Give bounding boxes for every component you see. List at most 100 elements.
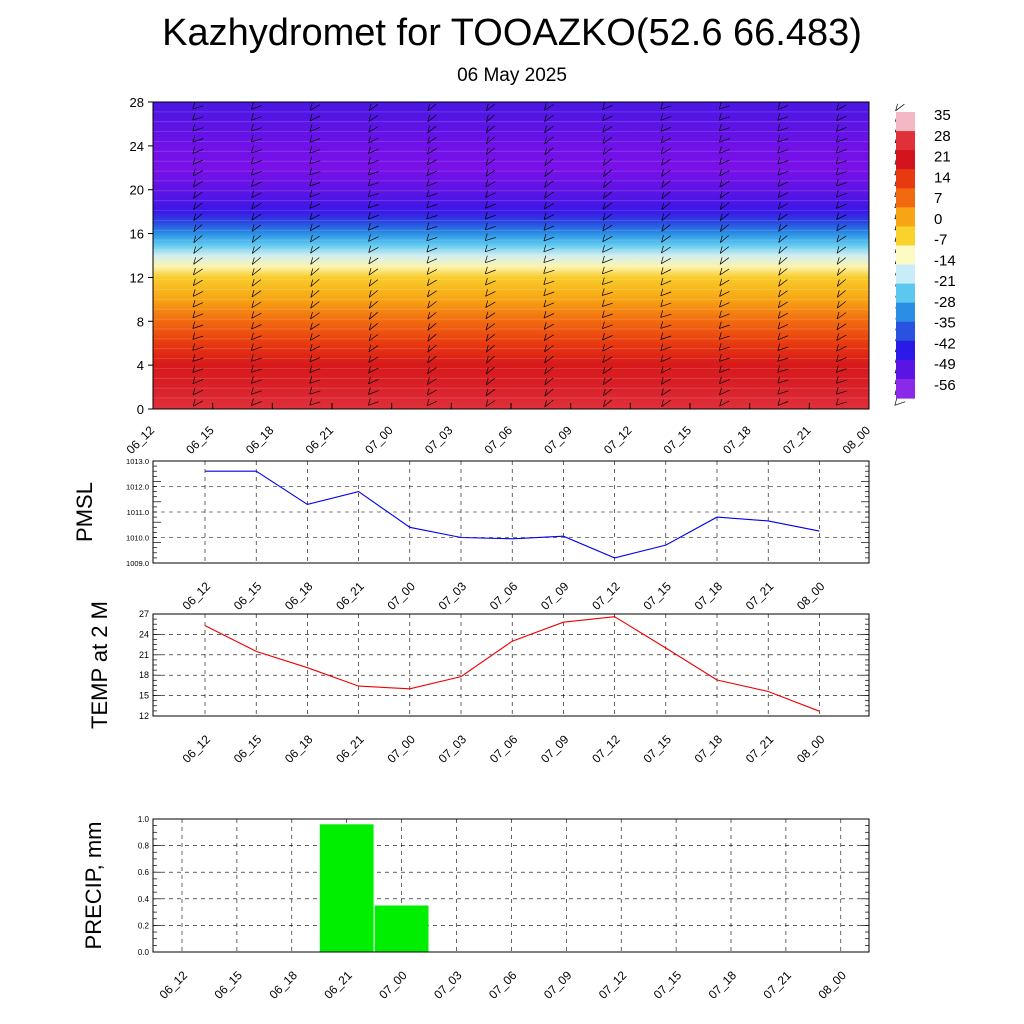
wind-barb-flag (544, 378, 548, 386)
wind-barb-flag (660, 146, 664, 155)
wind-barb-staff (836, 182, 847, 187)
y-axis-label: PMSL (72, 482, 97, 542)
wind-barb-flag (310, 268, 314, 276)
wind-barb-staff (719, 313, 730, 319)
wind-barb-staff (193, 246, 203, 254)
wind-barb-flag (485, 190, 488, 198)
wind-barb-flag (368, 301, 372, 309)
wind-barb-flag (367, 200, 371, 208)
wind-barb-staff (602, 147, 613, 155)
colorbar-swatch (896, 207, 915, 227)
wind-barb-staff (660, 105, 672, 110)
wind-barb-flag (543, 212, 547, 220)
wind-barb-staff (719, 400, 730, 407)
wind-barb-flag (778, 257, 782, 265)
x-tick-label: 06_18 (243, 423, 277, 457)
wind-barb-staff (309, 138, 321, 143)
wind-barb-staff (719, 324, 730, 329)
wind-barb-flag (309, 156, 313, 164)
wind-barb-flag (368, 223, 371, 231)
wind-barb-staff (837, 279, 846, 287)
wind-barb-staff (426, 204, 438, 209)
wind-barb-flag (484, 233, 488, 241)
wind-barb-staff (778, 235, 788, 243)
wind-barb-flag (544, 158, 548, 166)
wind-barb-staff (720, 235, 729, 243)
wind-barb-staff (777, 192, 789, 199)
wind-barb-staff (368, 257, 379, 265)
wind-barb-staff (309, 390, 321, 395)
wind-barb-flag (836, 113, 839, 121)
wind-barb-flag (192, 387, 196, 395)
colorbar-label: 0 (934, 211, 942, 228)
wind-barb-flag (602, 169, 606, 177)
wind-barb-flag (368, 333, 372, 342)
y-tick-label: 21 (139, 650, 149, 660)
wind-barb-staff (368, 334, 379, 342)
x-tick-label: 07_18 (692, 732, 726, 766)
wind-barb-staff (192, 138, 204, 143)
wind-barb-flag (367, 189, 371, 197)
wind-barb-staff (719, 257, 730, 265)
wind-barb-flag (250, 157, 254, 165)
wind-barb-flag (427, 125, 430, 133)
wind-barb-flag (251, 246, 255, 254)
colorbar-swatch (896, 340, 915, 361)
wind-barb-staff (836, 257, 847, 265)
y-tick-label: 1013.0 (126, 457, 149, 466)
wind-barb-staff (310, 312, 320, 320)
wind-barb-staff (485, 291, 496, 297)
x-tick-label: 07_00 (384, 732, 418, 766)
wind-barb-flag (602, 366, 606, 374)
wind-barb-staff (719, 357, 730, 362)
wind-barb-flag (777, 343, 781, 351)
wind-barb-flag (251, 201, 255, 210)
wind-barb-staff (427, 378, 437, 385)
x-tick-label: 06_18 (282, 579, 316, 613)
wind-barb-staff (309, 379, 321, 384)
wind-barb-staff (837, 290, 846, 298)
wind-barb-flag (484, 255, 488, 263)
wind-barb-staff (368, 390, 379, 395)
wind-barb-staff (251, 368, 262, 373)
colorbar-label: -42 (934, 336, 956, 353)
wind-barb-flag (426, 244, 430, 253)
wind-barb-flag (251, 224, 255, 232)
wind-barb-flag (427, 355, 430, 364)
wind-barb-staff (426, 170, 438, 176)
wind-barb-flag (660, 288, 664, 296)
x-tick-label: 06_15 (231, 732, 265, 766)
x-tick-label: 08_00 (794, 732, 828, 766)
x-tick-label: 06_18 (282, 732, 316, 766)
wind-barb-flag (895, 103, 898, 111)
wind-barb-staff (485, 323, 496, 331)
wind-barb-flag (368, 125, 372, 133)
wind-barb-staff (719, 148, 730, 154)
wind-barb-flag (368, 146, 371, 154)
wind-barb-flag (660, 124, 664, 132)
wind-barb-staff (368, 171, 379, 176)
wind-barb-staff (719, 170, 730, 177)
y-tick-label: 0.0 (138, 948, 150, 957)
wind-barb-flag (602, 355, 606, 363)
wind-barb-staff (193, 213, 203, 221)
wind-barb-staff (426, 193, 438, 198)
wind-barb-flag (309, 178, 313, 187)
wind-barb-flag (660, 343, 664, 351)
wind-barb-flag (660, 256, 664, 264)
wind-barb-staff (310, 323, 320, 330)
wind-barb-staff (543, 269, 555, 274)
wind-barb-staff (193, 224, 203, 232)
wind-barb-flag (778, 289, 781, 298)
wind-barb-staff (485, 237, 496, 242)
wind-barb-staff (661, 400, 671, 407)
chart-title: Kazhydromet for TOOAZKO(52.6 66.483) (162, 12, 862, 54)
x-tick-label: 06_21 (333, 579, 367, 613)
x-tick-label: 06_12 (180, 579, 214, 613)
wind-barb-staff (778, 312, 788, 319)
y-tick-label: 0 (137, 402, 144, 417)
temperature-cross-section: 0 4 8 12 16 20 24 28 06_12 06_15 06_18 06_21 07_00 07… (124, 95, 906, 457)
wind-barb-staff (368, 126, 379, 133)
wind-barb-staff (602, 236, 613, 243)
wind-barb-staff (310, 301, 320, 309)
